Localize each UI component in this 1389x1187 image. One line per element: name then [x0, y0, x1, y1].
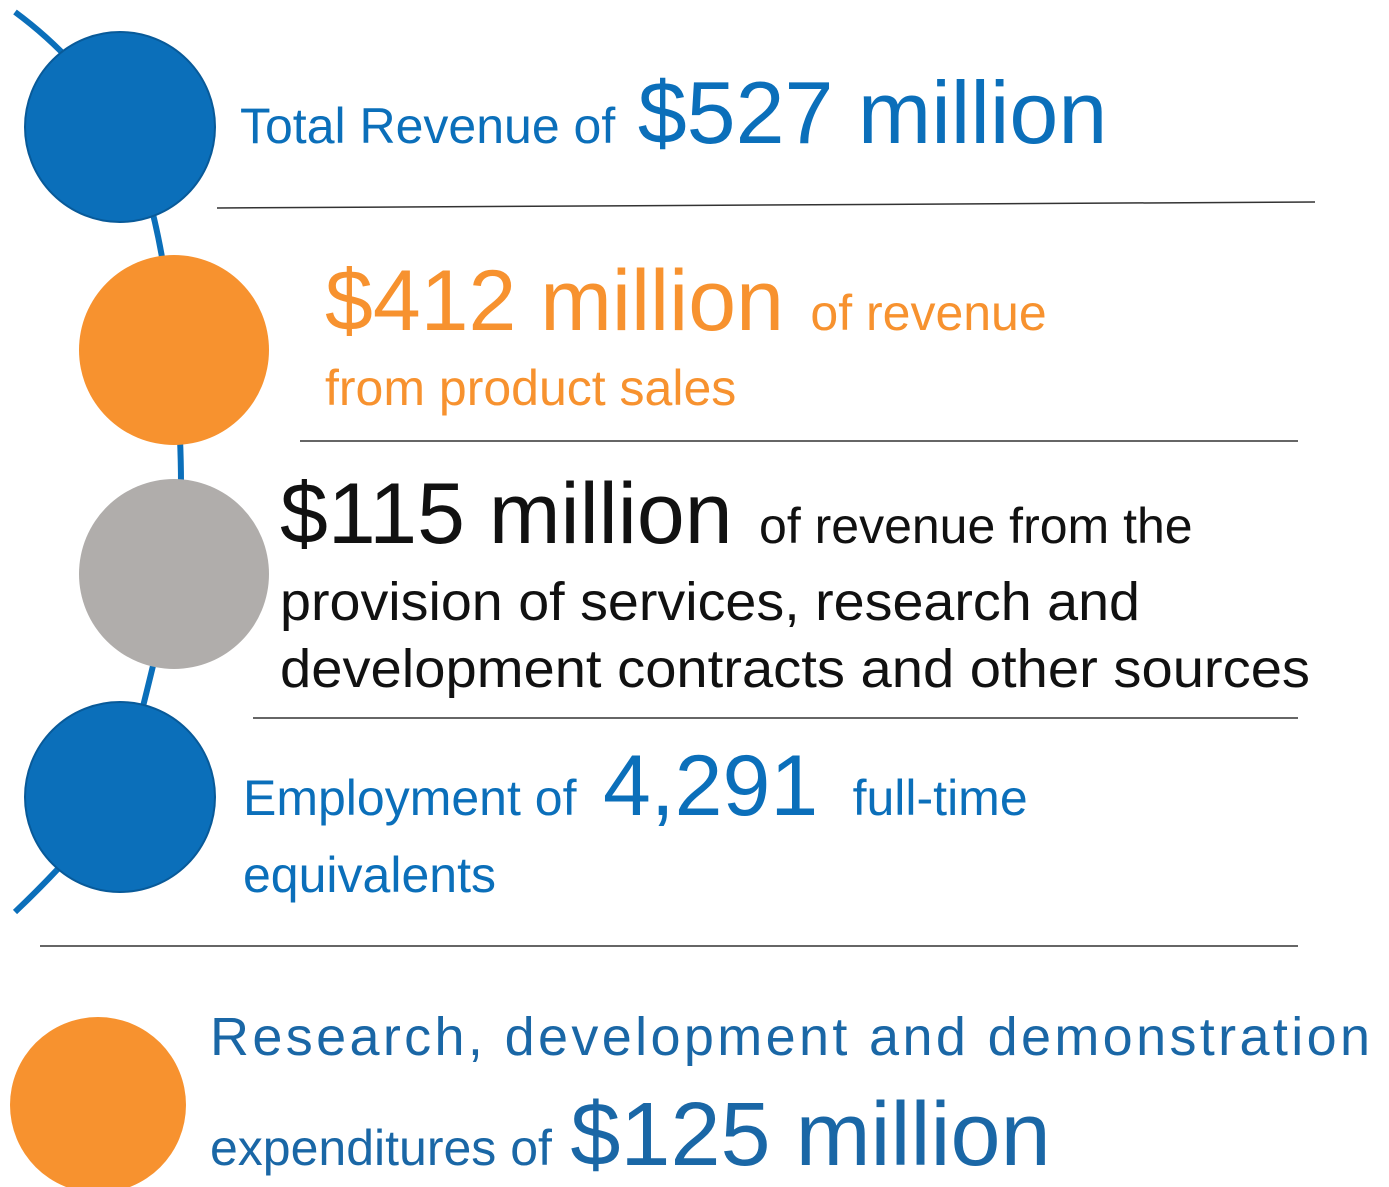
row-text: $115 million of revenue from the — [280, 466, 1193, 562]
label: of revenue from the — [759, 498, 1193, 554]
label: from product sales — [325, 360, 736, 416]
figure: $412 million — [325, 253, 784, 349]
label: expenditures of — [210, 1120, 552, 1176]
separator — [216, 201, 1316, 209]
row-text: expenditures of $125 million — [210, 1085, 1051, 1185]
label: full-time — [853, 770, 1028, 826]
circle — [10, 1017, 186, 1187]
figure: $115 million — [280, 466, 733, 562]
figure: 4,291 — [603, 738, 818, 834]
figure: $527 million — [638, 63, 1108, 162]
row-text: Employment of 4,291 full-time — [243, 738, 1028, 834]
figure: $125 million — [570, 1085, 1050, 1185]
circle — [79, 255, 269, 445]
label: Research, development and demonstration — [210, 1007, 1370, 1067]
row-text: Total Revenue of $527 million — [240, 63, 1107, 162]
circle — [24, 701, 216, 893]
label: Total Revenue of — [240, 98, 615, 154]
circle — [24, 31, 216, 223]
label: provision of services, research and — [280, 572, 1140, 632]
label: equivalents — [243, 847, 496, 903]
row-text: $412 million of revenue — [325, 253, 1047, 349]
label: Employment of — [243, 770, 577, 826]
label: development contracts and other sources — [280, 639, 1310, 699]
label: of revenue — [810, 285, 1046, 341]
circle — [79, 479, 269, 669]
